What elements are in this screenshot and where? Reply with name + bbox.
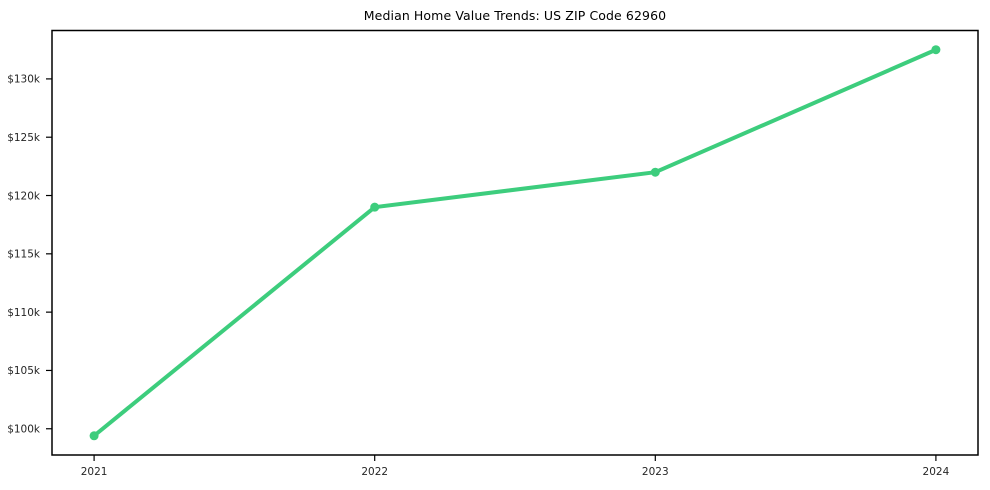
y-tick-label: $105k bbox=[7, 365, 41, 377]
data-point-2024 bbox=[931, 45, 941, 55]
chart-title: Median Home Value Trends: US ZIP Code 62… bbox=[363, 8, 667, 23]
trend-line bbox=[92, 47, 938, 438]
y-tick-label: $115k bbox=[7, 249, 41, 261]
x-tick-label: 2022 bbox=[361, 466, 388, 478]
data-point-2022 bbox=[370, 202, 380, 212]
x-tick-label: 2024 bbox=[923, 466, 950, 478]
data-point-2021 bbox=[89, 431, 99, 441]
x-tick-label: 2021 bbox=[81, 466, 108, 478]
y-tick-label: $125k bbox=[7, 132, 41, 144]
y-tick-label: $110k bbox=[7, 307, 41, 319]
data-point-2023 bbox=[650, 167, 660, 177]
y-tick-label: $100k bbox=[7, 424, 41, 436]
y-tick-label: $130k bbox=[7, 74, 41, 86]
plot-border bbox=[51, 29, 979, 456]
y-tick-label: $120k bbox=[7, 190, 41, 202]
x-tick-label: 2023 bbox=[642, 466, 669, 478]
